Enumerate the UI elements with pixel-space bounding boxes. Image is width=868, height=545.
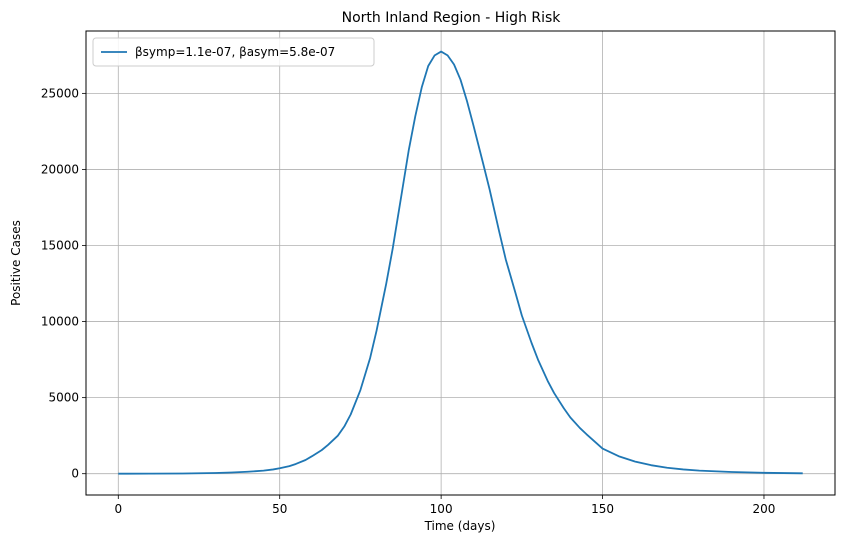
y-tick-label: 5000 <box>48 391 79 405</box>
x-axis-ticks: 0 50 100 150 200 <box>114 495 775 516</box>
x-tick-label: 0 <box>114 502 122 516</box>
x-tick-label: 100 <box>430 502 453 516</box>
legend-entry: βsymp=1.1e-07, βasym=5.8e-07 <box>135 45 335 59</box>
grid-lines <box>86 31 835 495</box>
y-axis-label: Positive Cases <box>9 220 23 306</box>
chart-title: North Inland Region - High Risk <box>342 10 562 26</box>
y-tick-label: 0 <box>71 467 79 481</box>
y-axis-ticks: 0 5000 10000 15000 20000 25000 <box>41 86 86 481</box>
series-layer <box>118 50 803 475</box>
legend-box <box>92 37 375 67</box>
x-tick-label: 150 <box>591 502 614 516</box>
legend: βsymp=1.1e-07, βasym=5.8e-07 <box>92 37 375 67</box>
x-tick-label: 200 <box>753 502 776 516</box>
y-tick-label: 25000 <box>41 86 79 100</box>
y-tick-label: 15000 <box>41 239 79 253</box>
x-axis-label: Time (days) <box>424 519 496 533</box>
series-line <box>118 50 803 475</box>
y-tick-label: 10000 <box>41 315 79 329</box>
y-tick-label: 20000 <box>41 162 79 176</box>
plot-frame <box>85 30 836 496</box>
x-tick-label: 50 <box>272 502 287 516</box>
